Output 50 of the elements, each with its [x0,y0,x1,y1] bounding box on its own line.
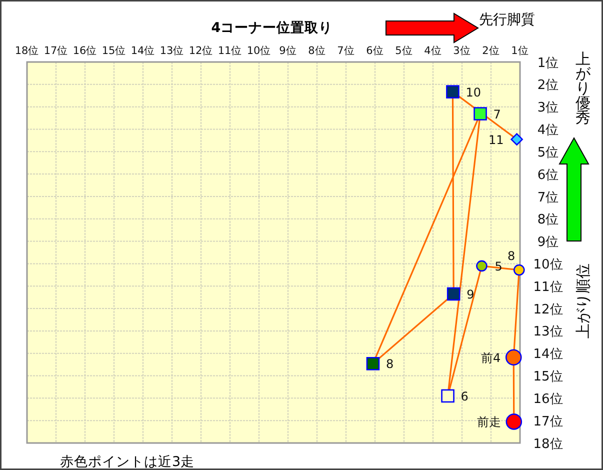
annotation: 赤色ポイントは近3走 [60,454,195,470]
y-tick-label: 2位 [537,78,559,94]
y-tick-label: 17位 [533,414,563,430]
y-tick-label: 5位 [537,145,559,160]
x-tick-label: 6位 [366,45,384,57]
point-label: 8 [508,248,516,263]
x-tick-label: 9位 [279,45,297,57]
point-label: 6 [460,389,468,404]
x-tick-label: 2位 [482,45,500,57]
y-tick-label: 11位 [533,280,563,295]
y-tick-label: 6位 [537,168,559,183]
annotation: 先行脚質 [479,12,535,28]
y-tick-label: 16位 [533,392,563,407]
y-tick-label: 10位 [533,258,563,272]
x-tick-label: 15位 [102,45,126,57]
y-tick-label: 18位 [533,436,563,452]
x-tick-label: 16位 [72,45,98,57]
annotation: 上がり優秀 [576,50,590,126]
y-tick-label: 4位 [537,123,559,138]
y-tick-label: 7位 [537,190,559,206]
x-tick-label: 4位 [424,45,442,57]
x-tick-label: 8位 [308,45,326,57]
x-tick-label: 18位 [14,45,40,57]
point-label: 9 [466,287,474,302]
y-tick-label: 12位 [533,302,563,318]
y-tick-label: 13位 [533,324,563,340]
y-tick-label: 9位 [537,235,559,250]
x-tick-label: 7位 [337,45,355,57]
x-tick-label: 11位 [218,45,242,57]
y-tick-label: 8位 [537,212,559,228]
y-tick-label: 3位 [537,100,559,116]
x-tick-label: 17位 [44,45,68,57]
point-label: 11 [488,132,504,147]
x-tick-label: 10位 [246,45,272,57]
y-tick-label: 1位 [537,56,559,71]
x-tick-label: 1位 [511,45,529,57]
y-axis-title: 上がり順位 [574,264,592,338]
point-label: 7 [493,107,501,122]
point-label: 10 [466,85,481,100]
x-tick-label: 3位 [453,45,471,57]
y-tick-label: 15位 [533,370,563,385]
x-tick-label: 14位 [130,45,156,57]
point-label: 前走 [476,415,501,430]
y-tick-label: 14位 [533,347,563,362]
x-tick-label: 12位 [188,45,214,57]
x-tick-label: 13位 [160,45,184,57]
x-tick-label: 5位 [395,45,413,57]
point-label: 8 [386,357,394,372]
point-label: 前4 [480,350,501,365]
x-axis-title: 4コーナー位置取り [211,20,333,36]
